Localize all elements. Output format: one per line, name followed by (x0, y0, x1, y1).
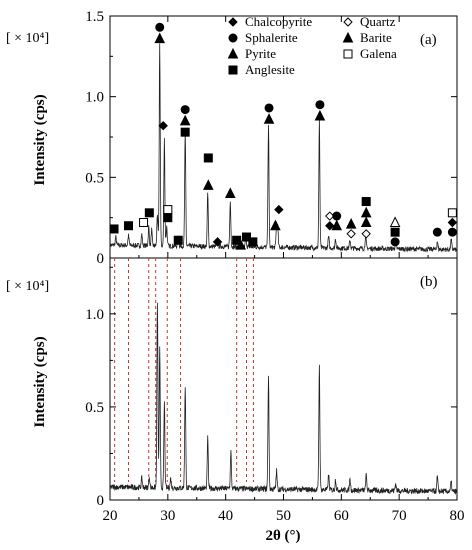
panel-a-peak-markers (109, 22, 458, 250)
peak-marker-square-filled (390, 227, 400, 237)
peak-marker-square-filled (144, 208, 154, 218)
legend-marker-triangle-filled (342, 31, 354, 43)
peak-marker-triangle-filled (331, 219, 343, 231)
x-tick-label: 30 (160, 508, 175, 524)
legend: Chalcopyrite Quartz Sphalerite Barite Pyrite… (227, 14, 397, 77)
legend-label: Sphalerite (245, 30, 298, 45)
panel-b-trace-line (109, 302, 458, 495)
panel-a-y-tick-label: 0.5 (85, 170, 104, 186)
x-tick-label: 50 (276, 508, 291, 524)
panel-a: 00.51.01.5 [ × 10⁴] (a) Intensity (cps) … (6, 9, 458, 267)
panel-b-y-tick-label: 0.5 (85, 400, 104, 416)
panel-b-y-tick-label: 1.0 (85, 307, 104, 323)
peak-marker-triangle-filled (263, 113, 275, 124)
peak-marker-triangle-filled (270, 219, 281, 231)
panel-a-ylabel: Intensity (cps) (32, 94, 48, 185)
panel-b-trace (109, 302, 458, 495)
peak-marker-triangle-filled (345, 218, 357, 229)
reference-lines (114, 258, 254, 482)
peak-marker-triangle-filled (224, 187, 236, 198)
peak-marker-circle-filled (264, 103, 274, 113)
panel-b-scale-label: [ × 10⁴] (6, 279, 49, 294)
legend-label: Anglesite (245, 62, 295, 77)
legend-label: Barite (360, 30, 392, 45)
peak-marker-triangle-filled (360, 216, 372, 228)
peak-marker-square-filled (163, 213, 173, 223)
legend-marker-triangle-filled (227, 47, 239, 59)
peak-marker-diamond-filled (325, 221, 335, 231)
peak-marker-square-filled (109, 224, 119, 234)
peak-marker-square-open (163, 205, 173, 215)
peak-marker-square-filled (173, 235, 183, 245)
panel-a-y-tick-label: 1.0 (85, 90, 104, 106)
x-axis-title: 2θ (°) (265, 528, 300, 544)
peak-marker-triangle-filled (360, 206, 372, 218)
x-tick-label: 20 (103, 508, 118, 524)
panel-b-y-ticks: 0 0.5 1.0 (85, 266, 457, 509)
legend-marker-circle-filled (228, 33, 238, 43)
panel-b-y-tick-label: 0 (97, 493, 105, 509)
panel-a-frame (109, 15, 458, 259)
panel-a-trace-line (109, 43, 458, 253)
legend-marker-square-open (343, 49, 353, 59)
peak-marker-square-open (139, 218, 149, 228)
panel-a-y-ticks: 0 0.5 1.0 1.5 (85, 9, 457, 267)
x-tick-label: 80 (450, 508, 465, 524)
x-tick-label: 40 (218, 508, 233, 524)
legend-marker-diamond-open (343, 17, 353, 27)
peak-marker-triangle-filled (314, 109, 326, 121)
panel-b-ylabel: Intensity (cps) (32, 336, 48, 427)
panel-a-y-tick-label: 0 (97, 251, 105, 267)
x-tick-label: 70 (392, 508, 407, 524)
peak-marker-diamond-filled (447, 217, 458, 228)
peak-marker-diamond-filled (212, 237, 223, 247)
legend-marker-square-filled (228, 65, 238, 75)
panel-b: 0 0.5 1.0 20 30 40 50 60 70 80 [ × 10⁴] (b) Inte… (6, 16, 465, 544)
legend-label: Quartz (360, 14, 396, 29)
panel-b-frame (109, 257, 458, 501)
peak-marker-triangle-open (389, 216, 401, 228)
peak-marker-square-open (447, 208, 457, 218)
peak-marker-diamond-open (346, 229, 356, 239)
x-tick-label: 60 (334, 508, 349, 524)
peak-marker-circle-filled (315, 100, 325, 110)
peak-marker-circle-filled (332, 211, 342, 221)
peak-marker-square-filled (361, 197, 371, 207)
peak-marker-triangle-filled (203, 179, 214, 190)
peak-marker-diamond-filled (274, 204, 284, 215)
peak-marker-circle-filled (447, 227, 457, 237)
panel-b-x-ticks: 20 30 40 50 60 70 80 (103, 16, 465, 524)
legend-label: Pyrite (245, 46, 276, 61)
panel-a-scale-label: [ × 10⁴] (6, 31, 49, 46)
peak-marker-circle-filled (155, 22, 165, 32)
peak-marker-diamond-open (361, 229, 371, 239)
peak-marker-circle-filled (390, 237, 400, 247)
panel-a-trace (109, 43, 458, 253)
peak-marker-square-filled (124, 221, 134, 231)
peak-marker-triangle-filled (179, 114, 191, 126)
peak-marker-triangle-filled (235, 238, 247, 250)
peak-marker-square-filled (180, 127, 190, 137)
peak-marker-circle-filled (180, 105, 190, 115)
peak-marker-square-filled (248, 237, 258, 247)
peak-marker-square-filled (241, 232, 251, 242)
peak-marker-triangle-filled (154, 32, 166, 44)
panel-b-label: (b) (420, 274, 438, 290)
legend-marker-diamond-filled (228, 17, 238, 27)
peak-marker-square-filled (203, 153, 213, 163)
panel-a-y-tick-label: 1.5 (85, 9, 104, 25)
peak-marker-diamond-filled (158, 120, 168, 131)
panel-a-label: (a) (420, 32, 437, 48)
legend-label: Galena (360, 46, 397, 61)
peak-marker-circle-filled (432, 227, 442, 237)
legend-label: Chalcopyrite (245, 14, 312, 29)
